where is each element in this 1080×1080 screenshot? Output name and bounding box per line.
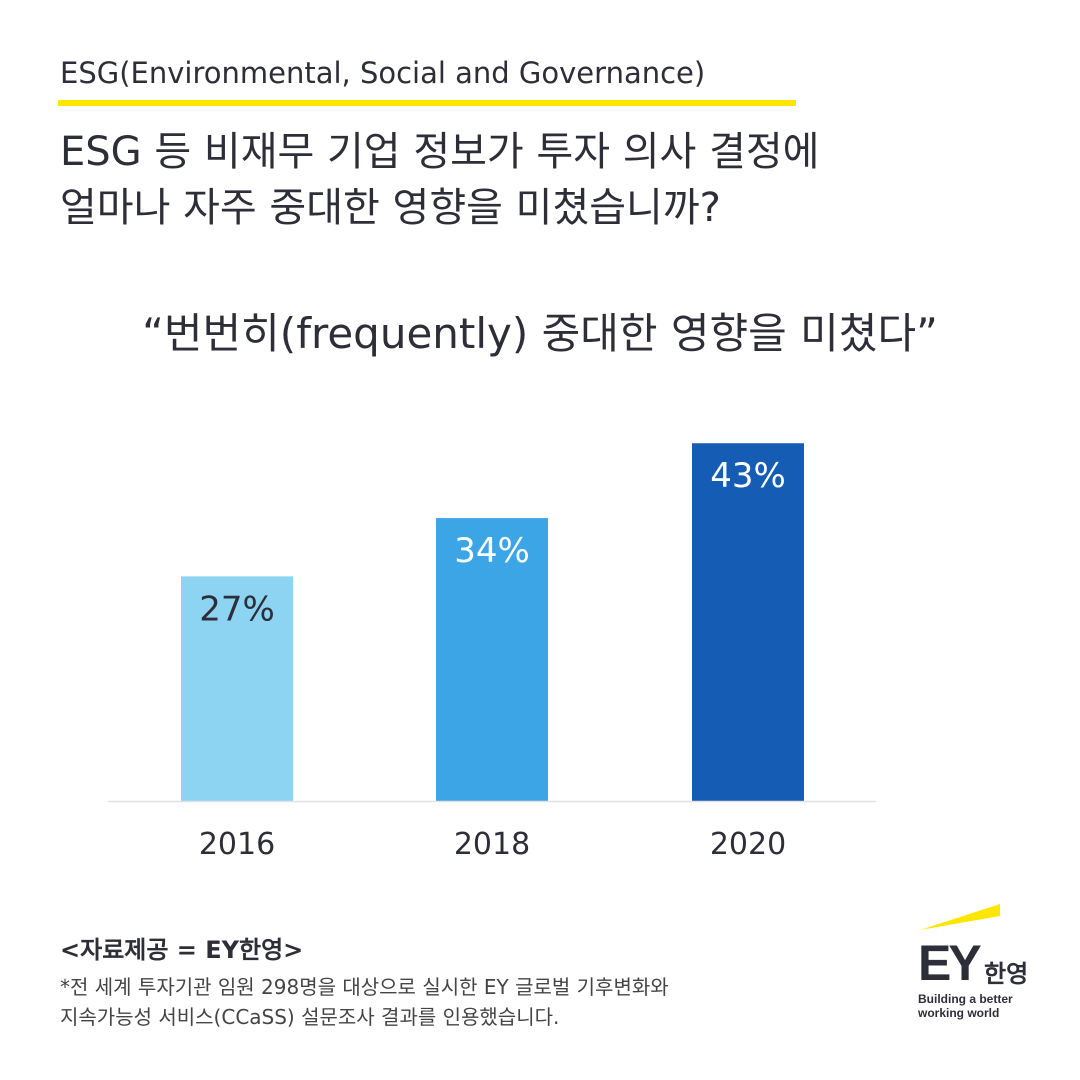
- bar-2018: [436, 518, 548, 801]
- footnote-line-2: 지속가능성 서비스(CCaSS) 설문조사 결과를 인용했습니다.: [60, 1005, 560, 1029]
- footnote: *전 세계 투자기관 임원 298명을 대상으로 실시한 EY 글로벌 기후변화…: [60, 972, 669, 1032]
- data-label: 43%: [710, 456, 786, 496]
- kicker-text: ESG(Environmental, Social and Governance…: [60, 56, 706, 90]
- page-title: ESG 등 비재무 기업 정보가 투자 의사 결정에 얼마나 자주 중대한 영향…: [60, 124, 819, 236]
- x-tick-label: 2016: [199, 827, 275, 862]
- bar-2016: [181, 576, 293, 801]
- title-line-2: 얼마나 자주 중대한 영향을 미쳤습니까?: [60, 185, 721, 231]
- logo-tagline: Building a better working world: [918, 992, 1013, 1020]
- kicker-underline: [58, 100, 796, 106]
- logo-brand: EY: [918, 935, 982, 991]
- source-credit: <자료제공 = EY한영>: [60, 936, 304, 964]
- x-tick-label: 2020: [710, 827, 786, 862]
- ey-logo: EY 한영 Building a better working world: [916, 900, 1036, 1030]
- bar-2020: [692, 443, 804, 801]
- tagline-line-2: working world: [918, 1006, 1000, 1020]
- tagline-line-1: Building a better: [918, 992, 1013, 1006]
- logo-brand-kr: 한영: [984, 960, 1029, 988]
- data-label: 34%: [454, 531, 530, 571]
- footnote-line-1: *전 세계 투자기관 임원 298명을 대상으로 실시한 EY 글로벌 기후변화…: [60, 975, 669, 999]
- logo-beam-icon: [920, 904, 1000, 930]
- title-line-1: ESG 등 비재무 기업 정보가 투자 의사 결정에: [60, 129, 820, 175]
- x-tick-label: 2018: [454, 827, 530, 862]
- chart-quote: “번번히(frequently) 중대한 영향을 미쳤다”: [142, 309, 938, 358]
- data-label: 27%: [199, 589, 275, 629]
- bar-chart: 27% 2016 34% 2018 43% 2020: [108, 443, 876, 862]
